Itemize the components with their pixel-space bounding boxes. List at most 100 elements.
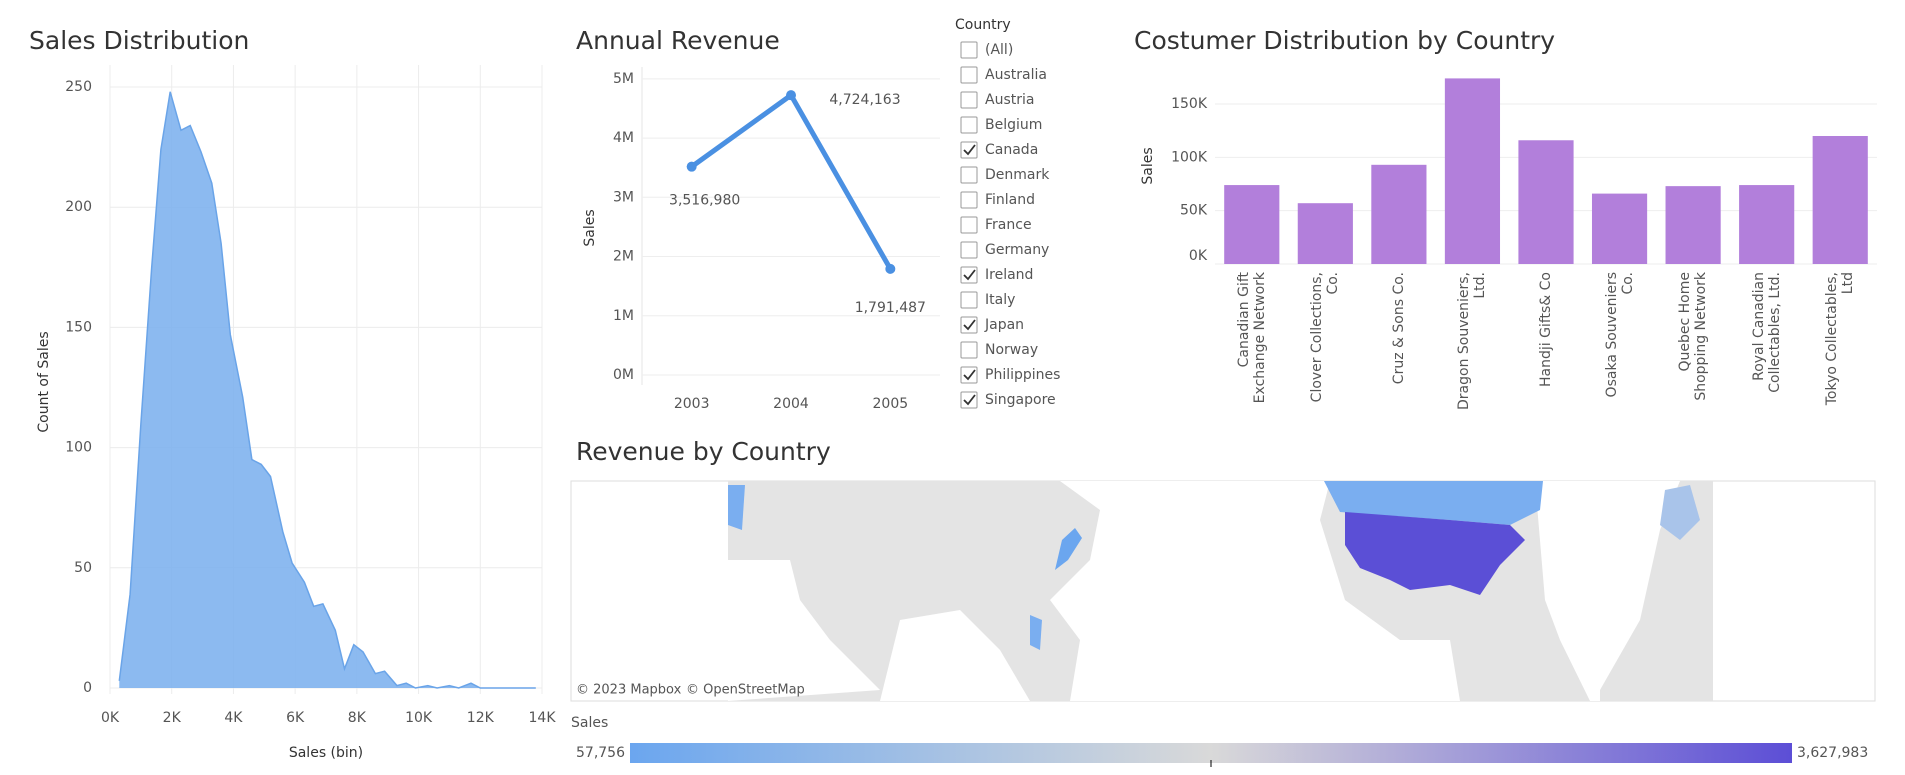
filter-label: Austria	[985, 92, 1034, 108]
checkmark	[963, 269, 976, 281]
x-axis-title: Sales (bin)	[289, 745, 363, 761]
filter-label: Finland	[985, 192, 1035, 208]
filter-label: Philippines	[985, 367, 1060, 383]
bar	[1518, 140, 1574, 264]
checkbox[interactable]	[960, 141, 978, 159]
checkbox[interactable]	[960, 341, 978, 359]
x-tick-label: Tokyo Collectables, Ltd	[1824, 272, 1857, 406]
chart-title: Costumer Distribution by Country	[1134, 26, 1555, 55]
checkbox[interactable]	[960, 191, 978, 209]
y-tick-label: 250	[65, 79, 92, 95]
x-tick-label: 14K	[529, 710, 557, 726]
chart-title: Sales Distribution	[29, 26, 249, 55]
filter-option[interactable]: Italy	[960, 291, 1015, 309]
filter-option[interactable]: Germany	[960, 241, 1049, 259]
y-tick-label: 100K	[1171, 149, 1208, 165]
x-tick-label: 0K	[101, 710, 120, 726]
checkbox[interactable]	[960, 316, 978, 334]
checkmark	[963, 369, 976, 381]
y-tick-label: 0	[83, 680, 92, 696]
checkbox[interactable]	[960, 166, 978, 184]
map-attribution: © 2023 Mapbox	[576, 683, 682, 698]
y-tick-label: 0K	[1189, 248, 1208, 264]
checkbox[interactable]	[960, 91, 978, 109]
legend-min: 57,756	[576, 745, 625, 761]
y-tick-label: 0M	[613, 367, 634, 383]
region-europe	[728, 485, 745, 530]
region-canada	[1324, 481, 1543, 525]
filter-label: Norway	[985, 342, 1038, 358]
y-tick-label: 2M	[613, 249, 634, 265]
filter-label: Germany	[985, 242, 1049, 258]
x-tick-label: 2003	[674, 396, 710, 412]
x-tick-label: Handji Gifts& Co	[1538, 272, 1554, 388]
line-point	[686, 161, 697, 172]
region-philippines	[1030, 615, 1042, 650]
filter-option[interactable]: Belgium	[960, 116, 1042, 134]
checkbox[interactable]	[960, 116, 978, 134]
checkbox[interactable]	[960, 366, 978, 384]
checkmark	[963, 144, 976, 156]
area-fill	[119, 91, 536, 689]
y-tick-label: 50K	[1180, 203, 1208, 219]
checkbox[interactable]	[960, 216, 978, 234]
region-usa	[1345, 512, 1525, 595]
checkmark	[963, 394, 976, 406]
area-line	[118, 91, 536, 689]
filter-option[interactable]: Denmark	[960, 166, 1050, 184]
filter-option[interactable]: Australia	[960, 66, 1047, 84]
region-europe	[1660, 485, 1700, 540]
legend-gradient	[630, 743, 1792, 763]
checkbox[interactable]	[960, 66, 978, 84]
x-tick-label: 6K	[286, 710, 305, 726]
filter-option[interactable]: Singapore	[960, 391, 1056, 409]
bar	[1739, 185, 1795, 264]
filter-option[interactable]: France	[960, 216, 1032, 234]
region-japan	[1055, 528, 1082, 570]
map[interactable]	[570, 480, 1876, 702]
line	[690, 91, 893, 271]
filter-option[interactable]: Austria	[960, 91, 1034, 109]
filter-option[interactable]: Japan	[960, 316, 1024, 334]
filter-option[interactable]: Philippines	[960, 366, 1060, 384]
data-label: 4,724,163	[829, 92, 900, 108]
bar	[1812, 136, 1868, 264]
checkbox[interactable]	[960, 391, 978, 409]
x-tick-label: 12K	[467, 710, 495, 726]
filter-label: Denmark	[985, 167, 1050, 183]
filter-label: (All)	[985, 42, 1013, 58]
filter-option[interactable]: Finland	[960, 191, 1035, 209]
y-tick-label: 50	[74, 560, 92, 576]
x-tick-label: 2004	[773, 396, 809, 412]
x-tick-label: 2005	[873, 396, 909, 412]
y-tick-label: 3M	[613, 189, 634, 205]
filter-option[interactable]: Norway	[960, 341, 1038, 359]
filter-title: Country	[955, 17, 1011, 33]
x-tick-label: 10K	[405, 710, 433, 726]
checkbox[interactable]	[960, 241, 978, 259]
data-label: 1,791,487	[855, 300, 926, 316]
map-title: Revenue by Country	[576, 437, 831, 466]
filter-option[interactable]: Ireland	[960, 266, 1033, 284]
bar	[1591, 193, 1648, 264]
x-tick-label: Royal Canadian Collectables, Ltd.	[1750, 272, 1783, 393]
filter-label: Singapore	[985, 392, 1056, 408]
bar	[1371, 164, 1427, 264]
ocean	[1050, 481, 1460, 701]
filter-option[interactable]: (All)	[960, 41, 1013, 59]
y-tick-label: 5M	[613, 71, 634, 87]
bar	[1224, 185, 1280, 264]
x-tick-label: 8K	[348, 710, 367, 726]
checkbox[interactable]	[960, 291, 978, 309]
checkbox[interactable]	[960, 266, 978, 284]
filter-option[interactable]: Canada	[960, 141, 1038, 159]
bar	[1297, 203, 1353, 264]
ocean	[880, 610, 1030, 701]
y-tick-label: 4M	[613, 130, 634, 146]
line-point	[885, 263, 896, 274]
y-tick-label: 100	[65, 440, 92, 456]
checkbox[interactable]	[960, 41, 978, 59]
filter-label: Canada	[985, 142, 1038, 158]
